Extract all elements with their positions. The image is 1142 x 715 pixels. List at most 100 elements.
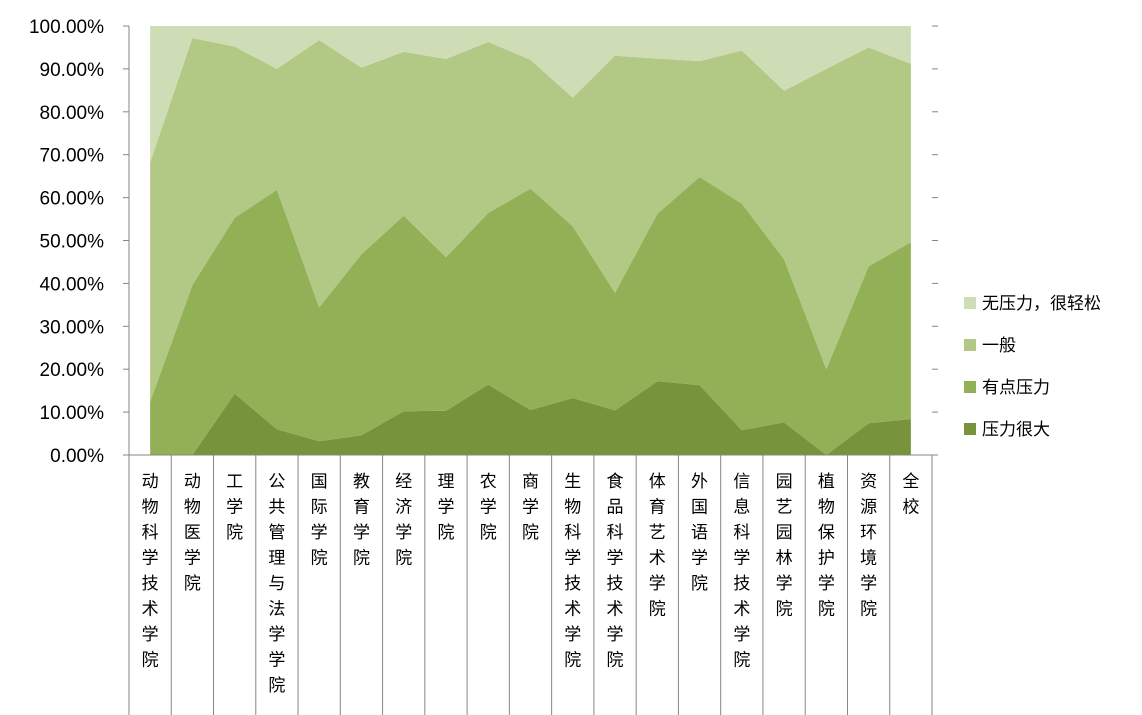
x-axis-category-labels: 动物科学技术学院动物医学院工学院公共管理与法学学院国际学院教育学院经济学院理学院… [142,472,920,696]
x-category-label-char: 学 [142,549,159,569]
x-category-label-char: 动 [142,472,159,492]
x-category-label-char: 院 [522,523,539,543]
x-category-label-char: 育 [353,498,370,518]
x-category-label-char: 学 [268,651,285,671]
x-category-label-char: 艺 [776,498,793,518]
x-category-label-char: 院 [395,549,412,569]
x-category-label-char: 校 [902,498,919,518]
x-category-label-char: 全 [902,472,919,492]
x-category-label-char: 院 [226,523,243,543]
x-category-label-char: 经 [395,472,412,492]
x-category-label-char: 学 [395,523,412,543]
x-category-label-char: 院 [311,549,328,569]
x-category-label: 生物科学技术学院 [564,472,581,671]
area-series-1 [150,381,911,455]
x-category-label-char: 术 [649,549,666,569]
x-category-label-char: 院 [649,600,666,620]
legend-label: 无压力，很轻松 [982,294,1101,314]
x-category-label-char: 院 [353,549,370,569]
x-category-label-char: 食 [607,472,624,492]
x-category-label-char: 育 [649,498,666,518]
area-series-2 [150,177,911,455]
x-category-label: 商学院 [522,472,539,543]
x-category-label: 动物科学技术学院 [142,472,159,671]
y-tick-label: 90.00% [40,60,105,81]
x-category-label-char: 境 [860,549,877,569]
x-category-label: 植物保护学院 [818,472,835,620]
x-category-label-char: 院 [860,600,877,620]
legend-label: 一般 [982,336,1016,356]
x-category-label-char: 源 [860,498,877,518]
legend-swatch [964,297,976,309]
x-category-label-char: 济 [395,498,412,518]
x-category-label-char: 国 [311,472,328,492]
x-category-label-char: 院 [142,651,159,671]
x-category-label-char: 管 [268,523,285,543]
y-tick-label: 0.00% [50,446,104,467]
x-category-label-char: 院 [733,651,750,671]
area-series-group [150,26,911,455]
x-category-label-char: 植 [818,472,835,492]
y-axis-tick-labels: 0.00% 10.00% 20.00% 30.00% 40.00% 50.00% 60.00… [29,17,104,467]
x-category-label-char: 信 [733,472,750,492]
x-category-label-char: 公 [268,472,285,492]
x-category-label-char: 学 [437,498,454,518]
x-category-label-char: 生 [564,472,581,492]
x-category-label-char: 术 [733,600,750,620]
x-category-label-char: 院 [437,523,454,543]
x-category-label: 资源环境学院 [860,472,877,620]
x-category-label-char: 环 [860,523,877,543]
x-category-label-char: 院 [480,523,497,543]
x-category-label-char: 语 [691,523,708,543]
x-category-label-char: 科 [733,523,750,543]
x-category-label: 理学院 [437,472,454,543]
x-category-label-char: 院 [818,600,835,620]
legend-swatch [964,423,976,435]
y-tick-label: 10.00% [40,403,105,424]
x-category-label-char: 物 [142,498,159,518]
x-category-label: 食品科学技术学院 [607,472,624,671]
x-category-label-char: 学 [142,625,159,645]
x-category-label-char: 法 [268,600,285,620]
x-category-label-char: 学 [818,574,835,594]
x-category-label-char: 学 [691,549,708,569]
x-category-label-char: 理 [437,472,454,492]
x-category-label-char: 与 [268,574,285,594]
x-category-label-char: 物 [818,498,835,518]
x-category-label-char: 工 [226,472,243,492]
legend-label: 有点压力 [982,378,1050,398]
y-tick-label: 30.00% [40,317,105,338]
x-category-label-char: 际 [311,498,328,518]
x-category-label-char: 院 [691,574,708,594]
x-category-label-char: 学 [564,549,581,569]
x-category-label-char: 艺 [649,523,666,543]
x-category-label-char: 学 [480,498,497,518]
x-category-label: 全校 [902,472,919,518]
area-series-4 [150,26,911,163]
x-category-label-char: 林 [776,549,793,569]
x-category-label-char: 学 [353,523,370,543]
axes-group [123,25,938,715]
x-category-label: 国际学院 [311,472,328,569]
x-category-label: 公共管理与法学学院 [268,472,285,696]
x-category-label-char: 学 [607,549,624,569]
x-category-label-char: 学 [776,574,793,594]
legend-swatch [964,339,976,351]
x-category-label-char: 品 [607,498,624,518]
x-category-label-char: 园 [776,472,793,492]
x-category-label-char: 教 [353,472,370,492]
x-category-label-char: 科 [142,523,159,543]
x-category-label-char: 学 [564,625,581,645]
x-category-label: 信息科学技术学院 [733,472,750,671]
y-tick-label: 70.00% [40,146,105,167]
x-category-label-char: 技 [733,574,750,594]
x-category-label: 经济学院 [395,472,412,569]
x-category-label: 园艺园林学院 [776,472,793,620]
x-category-label-char: 科 [607,523,624,543]
x-category-label-char: 学 [649,574,666,594]
x-category-label-char: 园 [776,523,793,543]
x-category-label-char: 息 [733,498,750,518]
x-category-label-char: 体 [649,472,666,492]
